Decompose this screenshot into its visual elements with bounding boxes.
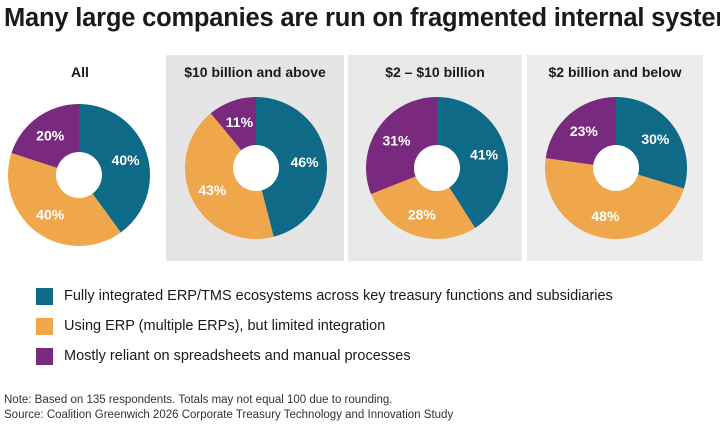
donut-chart: 30% 48% 23% xyxy=(545,97,687,240)
pie-slice-erp xyxy=(545,158,684,240)
source-note: Source: Coalition Greenwich 2026 Corpora… xyxy=(4,409,454,421)
slice-label-erp: 40% xyxy=(36,207,65,223)
donut-hole xyxy=(593,145,639,191)
legend-swatch xyxy=(36,348,53,365)
slice-label-erp: 43% xyxy=(198,182,227,198)
donut-chart: 40% 40% 20% xyxy=(8,104,150,246)
footnote: Note: Based on 135 respondents. Totals m… xyxy=(4,394,393,406)
slice-label-spreadsheets: 31% xyxy=(382,132,411,148)
pie-slice-integrated xyxy=(256,97,327,237)
pie-slice-erp xyxy=(185,113,274,239)
slice-label-integrated: 40% xyxy=(112,152,141,168)
pie-slice-spreadsheets xyxy=(11,104,79,175)
slice-label-erp: 48% xyxy=(591,208,620,224)
legend-label: Using ERP (multiple ERPs), but limited i… xyxy=(64,318,386,334)
slice-label-erp: 28% xyxy=(408,207,437,223)
legend-swatch xyxy=(36,288,53,305)
legend-label: Fully integrated ERP/TMS ecosystems acro… xyxy=(64,288,613,304)
legend-label: Mostly reliant on spreadsheets and manua… xyxy=(64,348,411,364)
pie-slice-spreadsheets xyxy=(545,97,616,168)
pie-slice-erp xyxy=(370,168,476,239)
panel-title: $10 billion and above xyxy=(184,64,326,80)
slice-label-spreadsheets: 20% xyxy=(36,127,65,143)
slice-label-integrated: 30% xyxy=(641,131,670,147)
donut-chart: 41% 28% 31% xyxy=(366,97,508,239)
donut-hole xyxy=(56,152,102,198)
slice-label-integrated: 41% xyxy=(470,146,499,162)
pie-slice-integrated xyxy=(437,97,508,228)
panel-title: $2 billion and below xyxy=(548,64,682,80)
pie-slice-erp xyxy=(8,153,121,246)
donut-panel-all: All 40% 40% 20% xyxy=(0,55,160,261)
donut-chart: 46% 43% 11% xyxy=(185,97,327,239)
donut-panel-2b-below: $2 billion and below 30% 48% 23% xyxy=(527,55,703,261)
chart-title: Many large companies are run on fragment… xyxy=(4,4,720,32)
slice-label-spreadsheets: 23% xyxy=(570,123,599,139)
panel-title: $2 – $10 billion xyxy=(385,64,485,80)
donut-hole xyxy=(233,145,279,191)
donut-hole xyxy=(414,145,460,191)
donut-panel-2b-10b: $2 – $10 billion 41% 28% 31% xyxy=(348,55,522,261)
pie-slice-integrated xyxy=(79,104,150,233)
donut-panel-10b-above: $10 billion and above 46% 43% 11% xyxy=(166,55,344,261)
panel-title: All xyxy=(71,64,89,80)
slice-label-integrated: 46% xyxy=(291,154,320,170)
slice-label-spreadsheets: 11% xyxy=(226,114,254,130)
legend-swatch xyxy=(36,318,53,335)
